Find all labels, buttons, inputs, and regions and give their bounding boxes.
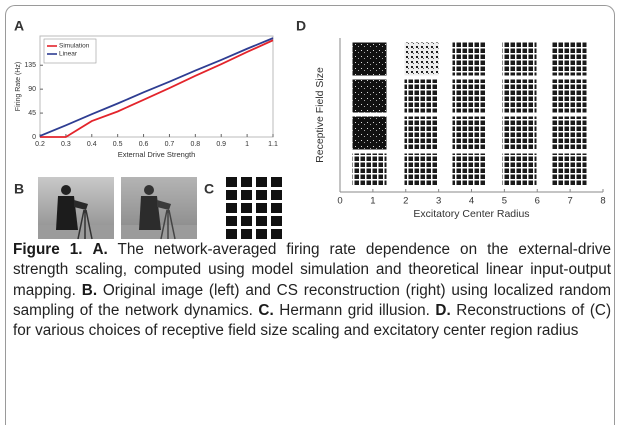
x-tick-label: 1 [370,196,375,207]
tile [551,115,588,151]
caption-panel-label: C. [258,301,274,319]
caption-panel-label: B. [81,281,98,299]
tile [451,152,488,188]
panel-label: D [296,18,306,34]
caption-text: Hermann grid illusion. [279,301,430,319]
photo-reconstruction [121,177,197,240]
grid-square [256,229,267,239]
grid-square [226,190,237,200]
x-tick-label: 3 [436,196,441,207]
y-tick-label: 90 [28,86,36,93]
caption-text: The network-averaged firing rate depende… [13,241,612,299]
x-axis-label: Excitatory Center Radius [413,208,529,220]
grid-square [256,177,267,187]
grid-square [241,190,252,200]
x-tick-label: 1 [245,141,249,148]
x-tick-label: 0 [337,196,342,207]
y-tick-label: 0 [32,134,36,141]
panel-label: B [14,181,24,197]
caption-title: Figure 1. [13,241,83,258]
panel-label: C [204,181,214,197]
x-tick-label: 4 [469,196,474,207]
grid-square [256,216,267,226]
panel-label: A [14,18,24,34]
x-tick-label: 0.2 [35,141,45,148]
x-tick-label: 0.5 [113,141,123,148]
series-line [39,37,274,137]
grid-square [226,229,237,239]
grid-square [271,190,282,200]
grid-square [271,203,282,213]
tile [451,78,488,114]
legend-box [43,38,97,64]
tile [403,78,440,114]
x-tick-label: 0.9 [216,141,226,148]
x-tick-label: 5 [502,196,507,207]
x-tick-label: 0.3 [61,141,71,148]
x-tick-label: 2 [403,196,408,207]
legend-label: Linear [59,51,78,58]
tile [403,41,440,77]
grid-square [241,216,252,226]
tile [351,152,388,188]
tile [403,152,440,188]
tile [501,78,538,114]
reconstruction-tiles [351,41,588,188]
tile [351,78,388,114]
y-axis-label: Receptive Field Size [314,67,326,163]
y-tick-label: 45 [28,110,36,117]
tile [501,115,538,151]
caption-panel-label: D. [435,301,451,319]
grid-square [241,203,252,213]
grid-square [256,203,267,213]
x-tick-label: 1.1 [268,141,278,148]
caption: Figure 1. A. The network-averaged firing… [13,240,611,341]
grid-square [226,203,237,213]
tile [551,41,588,77]
y-tick-label: 135 [24,62,36,69]
grid-square [226,216,237,226]
x-axis-label: External Drive Strength [118,150,196,159]
grid-square [271,177,282,187]
tile [451,115,488,151]
photo-original [38,177,114,240]
x-tick-label: 7 [567,196,572,207]
x-tick-label: 8 [600,196,605,207]
caption-text: Reconstructions of (C) for various choic… [13,301,612,340]
x-tick-label: 0.8 [190,141,200,148]
grid-square [226,177,237,187]
series-line [40,39,274,138]
x-tick-label: 0.6 [139,141,149,148]
tile [403,115,440,151]
tile [351,115,388,151]
caption-text: Original image (left) and CS reconstruct… [13,281,612,319]
tile [551,78,588,114]
tile [501,152,538,188]
x-tick-label: 6 [535,196,540,207]
caption-panel-label: A. [92,241,108,258]
grid-square [241,177,252,187]
tile [551,152,588,188]
x-tick-label: 0.7 [165,141,175,148]
grid-square [256,190,267,200]
grid-square [241,229,252,239]
figure-frame [5,5,615,425]
grid-square [271,216,282,226]
hermann-grid [226,177,282,239]
grid-square [271,229,282,239]
y-axis-label: Firing Rate (Hz) [15,62,22,111]
legend-label: Simulation [59,43,90,50]
tile [501,41,538,77]
tile [451,41,488,77]
tile [351,41,388,77]
x-tick-label: 0.4 [87,141,97,148]
